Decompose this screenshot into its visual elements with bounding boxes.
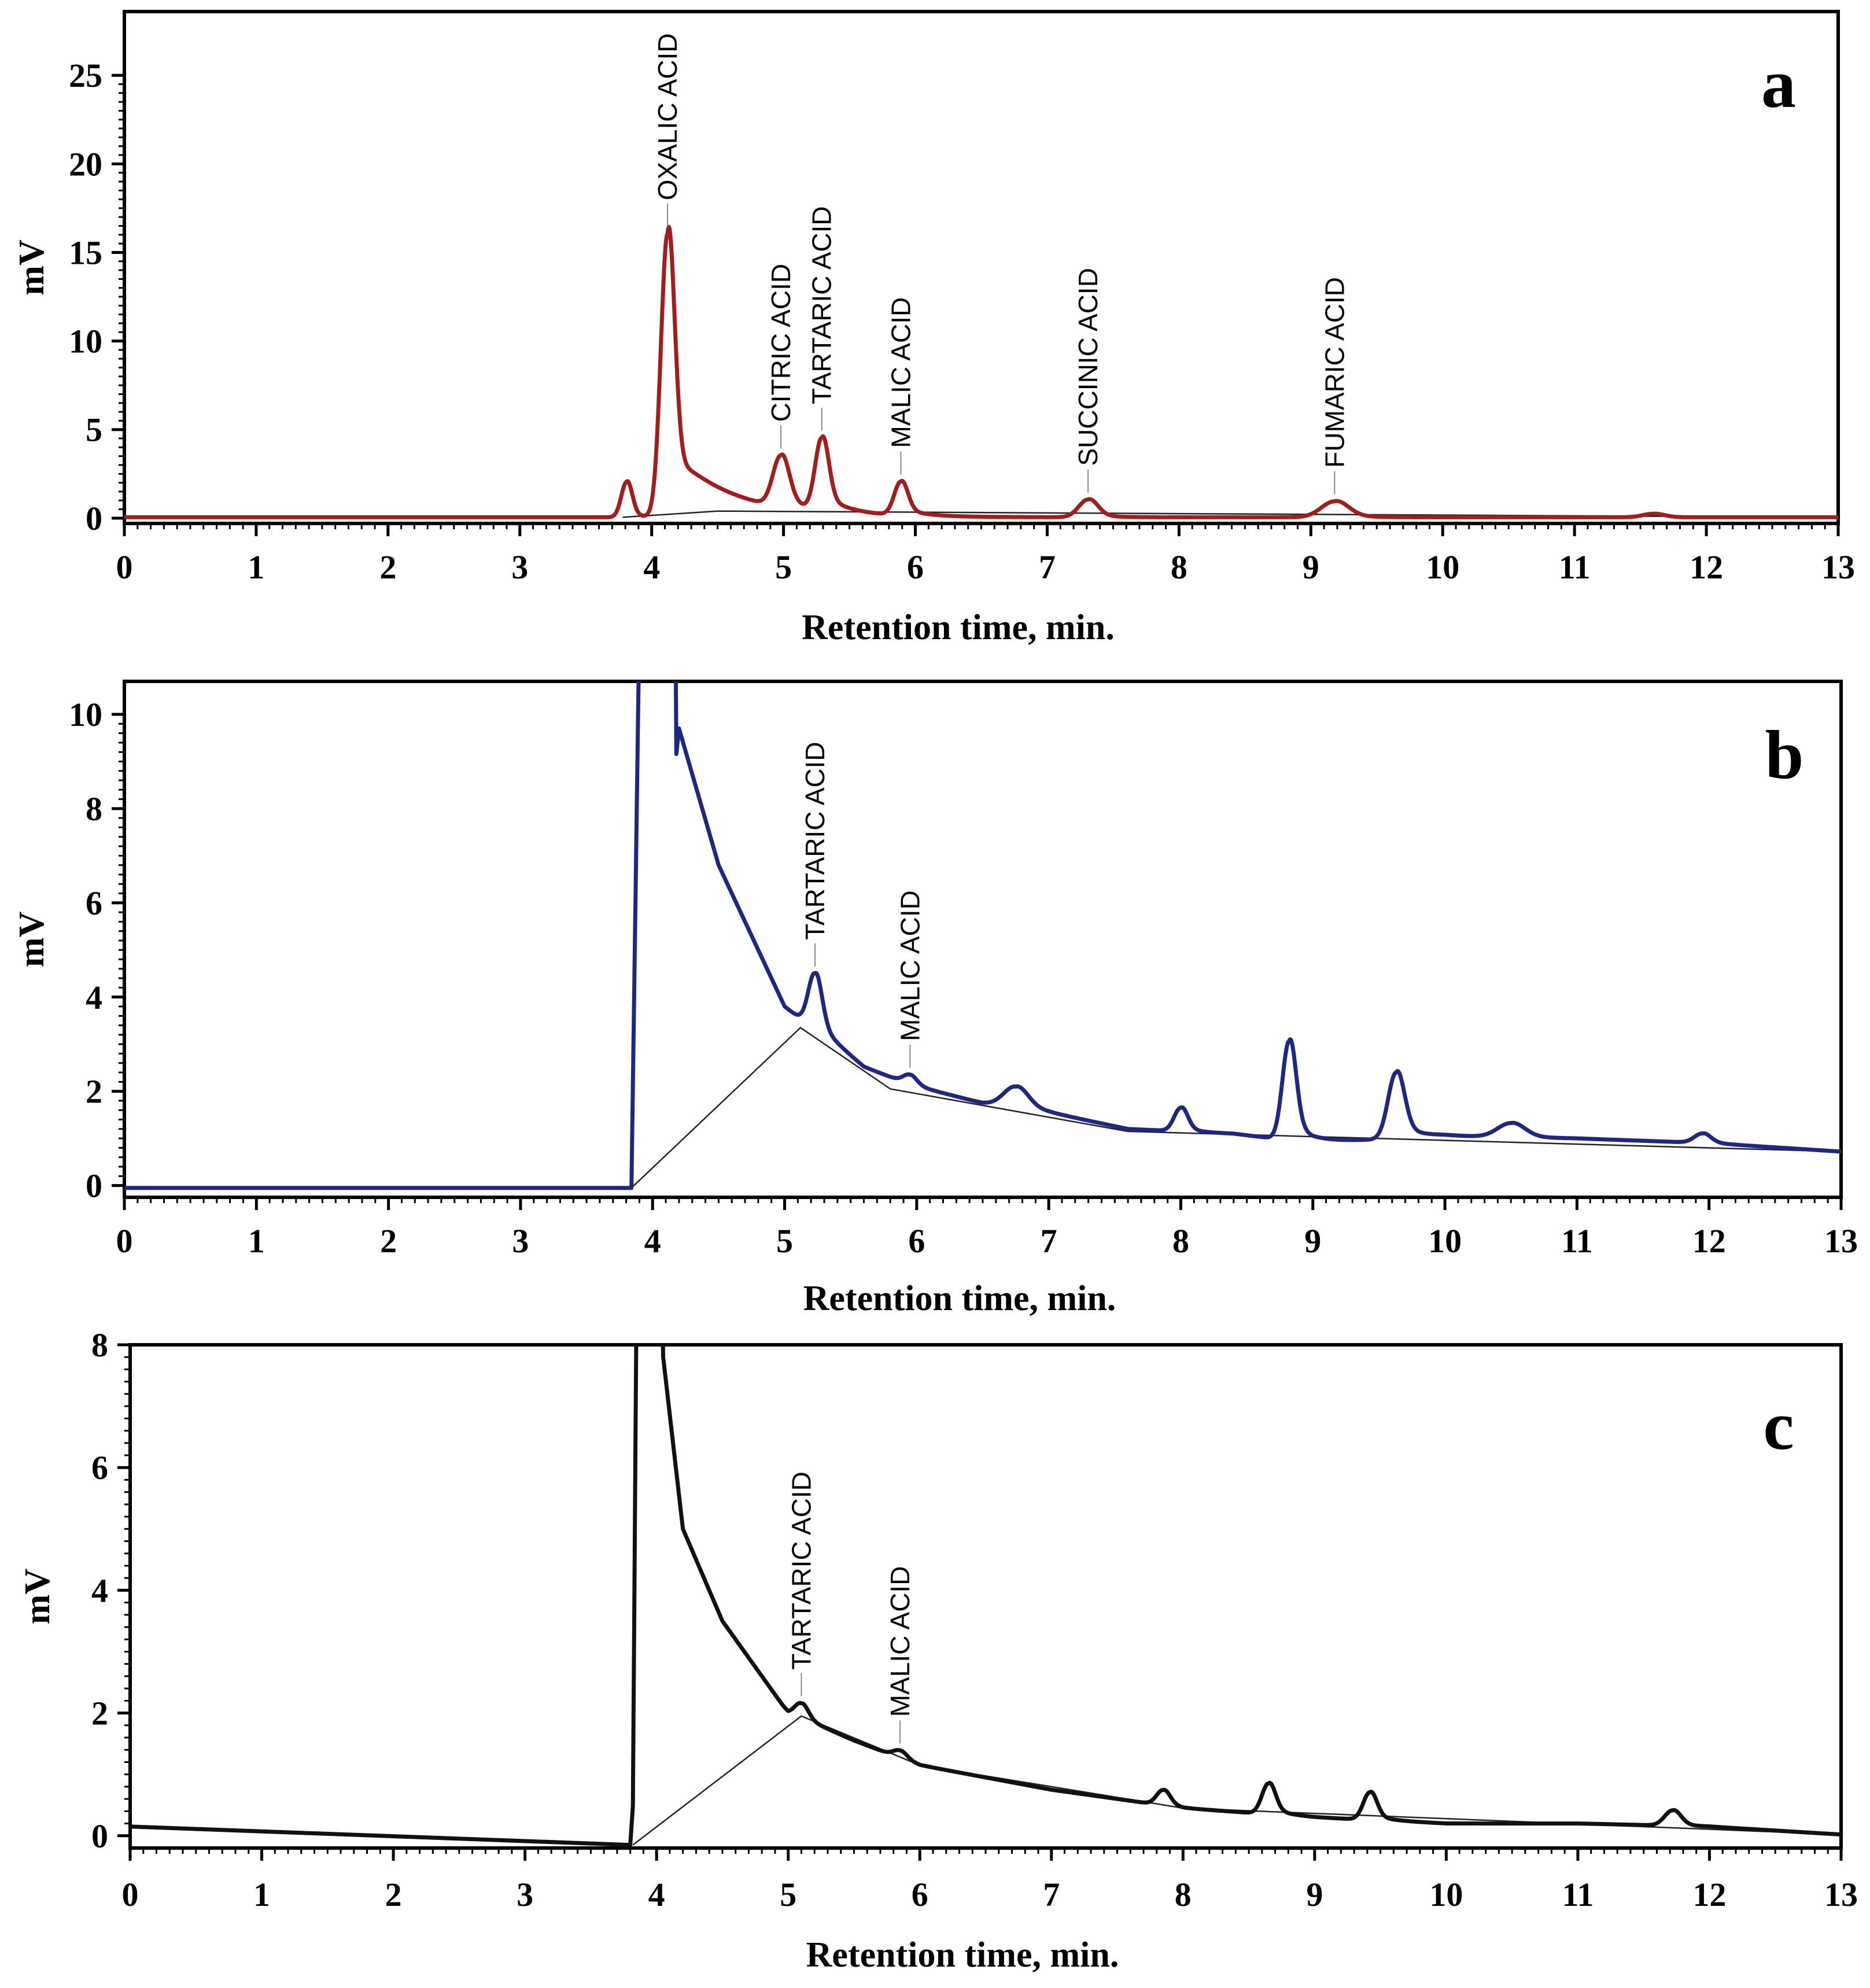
x-tick-label: 13 [1824,1876,1858,1913]
x-tick-label: 0 [122,1876,139,1913]
x-tick-label: 1 [248,1222,265,1260]
y-axis-title: mV [18,1569,57,1625]
x-tick-label: 5 [775,548,792,586]
x-tick-label: 13 [1824,1222,1858,1260]
x-tick-label: 8 [1171,548,1187,586]
x-tick-label: 12 [1692,1876,1726,1913]
y-tick-label: 20 [69,145,102,183]
x-tick-label: 9 [1306,1876,1323,1913]
x-tick-label: 4 [643,548,660,586]
x-tick-label: 1 [253,1876,270,1913]
x-tick-label: 8 [1172,1222,1189,1260]
x-tick-label: 10 [1429,1876,1463,1913]
x-tick-label: 5 [776,1222,793,1260]
x-tick-label: 3 [511,548,528,586]
peak-label: SUCCINIC ACID [1073,268,1103,466]
x-tick-label: 2 [385,1876,402,1913]
x-tick-label: 6 [912,1876,928,1913]
integration-baseline [630,1027,1841,1189]
x-tick-label: 8 [1175,1876,1192,1913]
x-tick-label: 1 [248,548,264,586]
x-tick-label: 10 [1426,548,1459,586]
y-tick-label: 4 [86,979,102,1016]
y-tick-label: 2 [86,1073,102,1111]
signal-trace [130,1345,1841,1847]
x-tick-label: 11 [1562,1876,1594,1913]
y-tick-label: 10 [69,696,102,733]
x-tick-label: 9 [1304,1222,1321,1260]
x-tick-label: 7 [1043,1876,1060,1913]
integration-baseline [622,510,1838,518]
x-tick-label: 4 [648,1876,665,1913]
signal-trace [124,681,1841,1190]
signal-trace [124,224,1838,519]
plot-frame [128,1343,1843,1850]
y-axis-title: mV [12,239,51,296]
y-tick-label: 0 [86,1167,102,1205]
peak-label: CITRIC ACID [766,264,796,422]
x-axis-title: Retention time, min. [802,608,1115,647]
x-tick-label: 3 [517,1876,533,1913]
y-tick-label: 10 [69,323,102,360]
peak-label: FUMARIC ACID [1319,277,1349,468]
x-axis-title: Retention time, min. [806,1935,1119,1975]
x-tick-label: 3 [512,1222,529,1260]
peak-label: TARTARIC ACID [807,206,837,404]
integration-baseline [632,1715,1841,1846]
x-tick-label: 12 [1692,1222,1726,1260]
y-tick-label: 8 [86,790,102,828]
x-tick-label: 11 [1561,1222,1593,1260]
peak-label: MALIC ACID [895,890,925,1041]
y-tick-label: 0 [86,500,102,537]
peak-label: OXALIC ACID [652,33,683,200]
y-tick-label: 15 [69,234,102,271]
y-tick-label: 0 [91,1817,108,1855]
x-tick-label: 6 [907,548,924,586]
peak-label: TARTARIC ACID [800,742,830,939]
x-tick-label: 7 [1041,1222,1057,1260]
plot-frame [123,10,1840,525]
x-tick-label: 9 [1303,548,1319,586]
panel-letter: b [1765,716,1804,793]
y-tick-label: 4 [91,1572,108,1609]
x-tick-label: 2 [379,548,396,586]
panel-letter: c [1763,1387,1794,1464]
peak-label: TARTARIC ACID [786,1471,816,1669]
x-tick-label: 12 [1690,548,1723,586]
y-tick-label: 25 [69,57,102,94]
x-tick-label: 13 [1821,548,1855,586]
x-tick-label: 0 [116,548,133,586]
peak-label: MALIC ACID [885,1566,915,1717]
x-tick-label: 6 [908,1222,925,1260]
x-tick-label: 7 [1039,548,1056,586]
x-tick-label: 5 [780,1876,796,1913]
x-tick-label: 4 [644,1222,661,1260]
y-tick-label: 5 [86,411,102,449]
peak-label: MALIC ACID [886,297,916,448]
x-tick-label: 2 [380,1222,397,1260]
y-axis-title: mV [12,912,51,968]
y-tick-label: 6 [86,884,102,922]
y-tick-label: 8 [91,1326,108,1364]
panel-letter: a [1761,45,1796,122]
x-tick-label: 10 [1428,1222,1462,1260]
x-tick-label: 11 [1559,548,1591,586]
y-tick-label: 2 [91,1695,108,1732]
plot-frame [123,680,1843,1199]
x-tick-label: 0 [116,1222,133,1260]
x-axis-title: Retention time, min. [803,1279,1116,1318]
y-tick-label: 6 [91,1449,108,1487]
